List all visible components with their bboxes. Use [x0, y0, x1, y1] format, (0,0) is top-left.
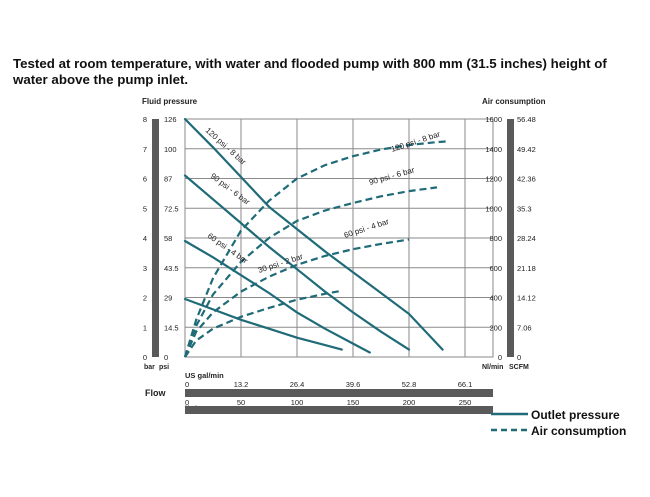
- nl-tick-label: 1000: [485, 204, 502, 213]
- bar-unit-label: bar: [144, 364, 155, 371]
- psi-tick-label: 126: [164, 115, 177, 124]
- nl-tick-label: 600: [489, 264, 502, 273]
- psi-unit-label: psi: [159, 364, 169, 371]
- scfm-tick-label: 0: [517, 353, 521, 362]
- bar-tick-label: 3: [143, 264, 147, 273]
- bar-tick-label: 2: [143, 294, 147, 303]
- secondary-tick-label: 66.1: [458, 380, 473, 389]
- nl-unit-label: Nl/min: [482, 364, 503, 371]
- nl-tick-label: 1400: [485, 145, 502, 154]
- primary-tick-label: 50: [237, 398, 245, 407]
- psi-tick-label: 14.5: [164, 323, 179, 332]
- scfm-tick-label: 49.42: [517, 145, 536, 154]
- secondary-tick-label: 26.4: [290, 380, 305, 389]
- psi-tick-label: 58: [164, 234, 172, 243]
- nl-tick-label: 800: [489, 234, 502, 243]
- psi-tick-label: 43.5: [164, 264, 179, 273]
- scfm-tick-label: 56.48: [517, 115, 536, 124]
- primary-tick-label: 0: [185, 398, 189, 407]
- secondary-tick-label: 39.6: [346, 380, 361, 389]
- air-line-3: [184, 289, 342, 358]
- right-axis-bar: [507, 119, 514, 357]
- primary-tick-label: 200: [403, 398, 416, 407]
- nl-tick-label: 400: [489, 294, 502, 303]
- legend-air-consumption: Air consumption: [531, 424, 626, 438]
- bar-tick-label: 6: [143, 175, 147, 184]
- scfm-tick-label: 42.36: [517, 175, 536, 184]
- psi-tick-label: 100: [164, 145, 177, 154]
- right-axis-title: Air consumption: [482, 97, 546, 106]
- pressure-line-1: [183, 174, 411, 351]
- bar-tick-label: 5: [143, 204, 147, 213]
- bar-tick-label: 4: [143, 234, 147, 243]
- bar-tick-label: 1: [143, 323, 147, 332]
- pressure-line-0: [183, 117, 444, 351]
- air-line-2: [183, 238, 410, 358]
- psi-tick-label: 0: [164, 353, 168, 362]
- primary-tick-label: 250: [459, 398, 472, 407]
- flow-axis-title: Flow: [145, 388, 166, 398]
- secondary-tick-label: 13.2: [234, 380, 249, 389]
- psi-tick-label: 29: [164, 294, 172, 303]
- chart-caption: Tested at room temperature, with water a…: [13, 56, 607, 87]
- legend-outlet-pressure: Outlet pressure: [531, 408, 620, 422]
- bar-tick-label: 7: [143, 145, 147, 154]
- air-line-1: [183, 186, 438, 358]
- scfm-tick-label: 28.24: [517, 234, 536, 243]
- secondary-unit-label: US gal/min: [185, 371, 224, 380]
- scfm-tick-label: 7.06: [517, 323, 532, 332]
- nl-tick-label: 1200: [485, 175, 502, 184]
- left-axis-bar: [152, 119, 159, 357]
- primary-tick-label: 100: [291, 398, 304, 407]
- scfm-tick-label: 21.18: [517, 264, 536, 273]
- primary-tick-label: 150: [347, 398, 360, 407]
- psi-tick-label: 72.5: [164, 204, 179, 213]
- left-axis-title: Fluid pressure: [142, 97, 198, 106]
- air-line-0: [183, 140, 449, 358]
- bar-tick-label: 8: [143, 115, 147, 124]
- scfm-tick-label: 35.3: [517, 204, 532, 213]
- scfm-tick-label: 14.12: [517, 294, 536, 303]
- bar-tick-label: 0: [143, 353, 147, 362]
- secondary-tick-label: 0: [185, 380, 189, 389]
- psi-tick-label: 87: [164, 175, 172, 184]
- nl-tick-label: 1600: [485, 115, 502, 124]
- nl-tick-label: 0: [498, 353, 502, 362]
- scfm-unit-label: SCFM: [509, 364, 529, 371]
- pressure-line-3: [183, 297, 343, 351]
- primary-flow-bar: [185, 406, 493, 414]
- secondary-flow-bar: [185, 389, 493, 397]
- nl-tick-label: 200: [489, 323, 502, 332]
- secondary-tick-label: 52.8: [402, 380, 417, 389]
